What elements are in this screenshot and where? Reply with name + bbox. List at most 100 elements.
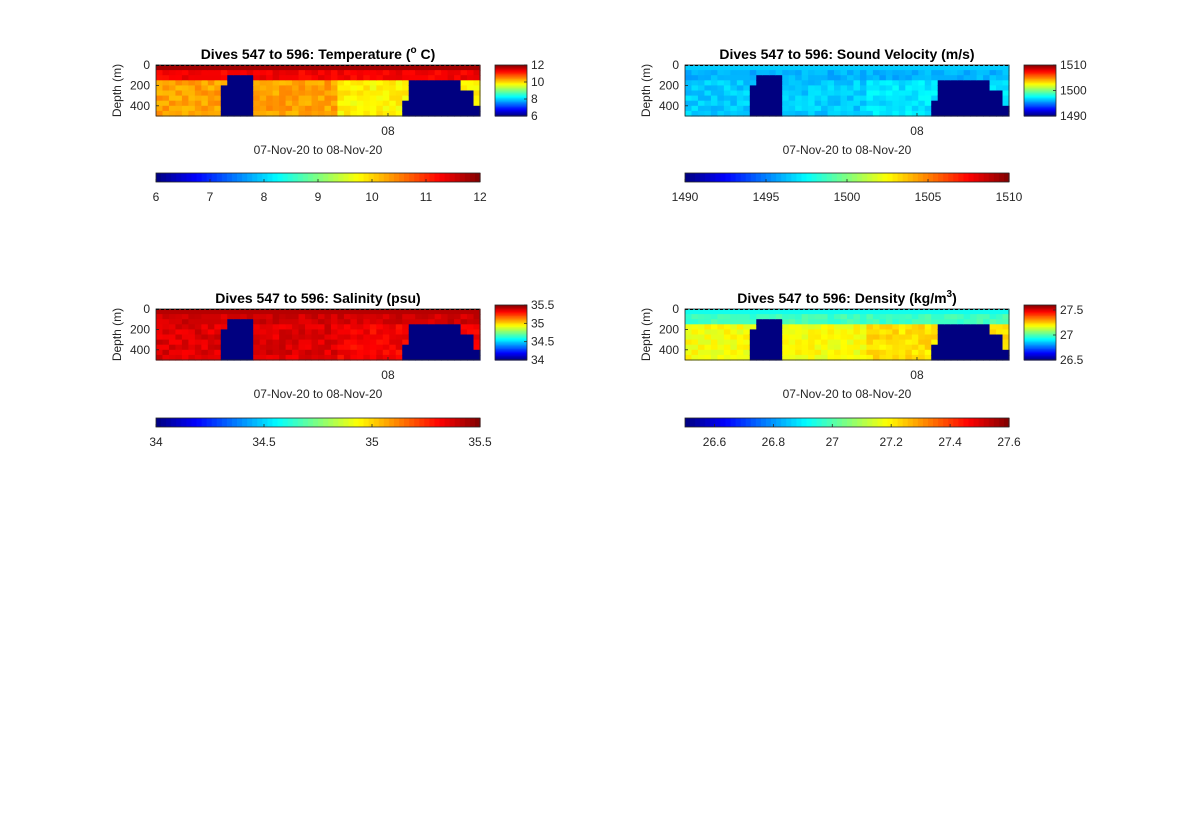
heatmap-cell <box>279 329 287 336</box>
heatmap-cell <box>814 324 822 330</box>
heatmap-cell <box>872 349 880 356</box>
heatmap-cell <box>227 100 235 107</box>
heatmap-cell <box>769 339 777 346</box>
heatmap-cell <box>989 75 997 81</box>
heatmap-cell <box>408 329 416 336</box>
heatmap-cell <box>350 110 358 117</box>
heatmap-cell <box>808 334 816 341</box>
heatmap-cell <box>356 80 364 86</box>
heatmap-cell <box>756 314 764 320</box>
heatmap-cell <box>318 349 326 356</box>
heatmap-cell <box>989 354 997 361</box>
heatmap-cell <box>311 314 319 320</box>
side-colorbar-segment <box>495 324 527 327</box>
heatmap-cell <box>428 334 436 341</box>
heatmap-cell <box>253 65 261 71</box>
heatmap-cell <box>175 349 183 356</box>
heatmap-cell <box>220 334 228 341</box>
heatmap-cell <box>356 85 364 92</box>
heatmap-cell <box>350 329 358 336</box>
heatmap-cell <box>441 75 449 81</box>
side-colorbar-segment <box>495 110 527 113</box>
heatmap-cell <box>769 344 777 351</box>
bottom-colorbar-segment <box>262 173 268 182</box>
bottom-colorbar-segment <box>993 173 1000 182</box>
heatmap-cell <box>175 344 183 351</box>
heatmap-cell <box>454 80 462 86</box>
heatmap-cell <box>356 95 364 102</box>
heatmap-cell <box>996 90 1004 97</box>
heatmap-cell <box>905 90 913 97</box>
side-colorbar-segment <box>1024 113 1056 116</box>
heatmap-cell <box>691 344 699 351</box>
heatmap-cell <box>743 354 751 361</box>
heatmap-cell <box>175 65 183 71</box>
heatmap-cell <box>944 85 952 92</box>
side-colorbar-segment <box>1024 311 1056 314</box>
side-colorbar-label: 27 <box>1060 328 1074 342</box>
heatmap-cell <box>963 339 971 346</box>
heatmap-cell <box>963 354 971 361</box>
heatmap-cell <box>402 100 410 107</box>
heatmap-cell <box>691 90 699 97</box>
heatmap-cell <box>762 339 770 346</box>
heatmap-cell <box>279 80 287 86</box>
heatmap-cell <box>685 70 693 76</box>
heatmap-cell <box>963 334 971 341</box>
heatmap-cell <box>311 80 319 86</box>
heatmap-cell <box>749 65 757 71</box>
heatmap-cell <box>214 65 222 71</box>
heatmap-cell <box>989 309 997 315</box>
heatmap-cell <box>872 354 880 361</box>
heatmap-cell <box>808 319 816 325</box>
heatmap-cell <box>402 80 410 86</box>
heatmap-cell <box>872 319 880 325</box>
bottom-colorbar-segment <box>710 173 716 182</box>
heatmap-cell <box>996 105 1004 112</box>
heatmap-cell <box>989 90 997 97</box>
heatmap-cell <box>847 344 855 351</box>
heatmap-cell <box>769 110 777 117</box>
heatmap-cell <box>233 90 241 97</box>
heatmap-cell <box>775 339 783 346</box>
heatmap-cell <box>259 110 267 117</box>
heatmap-cell <box>156 110 164 117</box>
heatmap-cell <box>214 354 222 361</box>
bottom-colorbar-segment <box>841 418 848 427</box>
heatmap-cell <box>847 349 855 356</box>
heatmap-cell <box>460 314 468 320</box>
heatmap-cell <box>879 319 887 325</box>
bottom-colorbar-segment <box>700 173 706 182</box>
side-colorbar-segment <box>495 333 527 336</box>
bottom-colorbar-segment <box>459 173 466 182</box>
heatmap-cell <box>788 90 796 97</box>
heatmap-cell <box>911 324 919 330</box>
heatmap-cell <box>769 354 777 361</box>
bottom-colorbar-segment <box>685 173 691 182</box>
heatmap-cell <box>931 90 939 97</box>
heatmap-cell <box>467 100 475 107</box>
side-colorbar-segment <box>1024 76 1056 79</box>
heatmap-cell <box>911 75 919 81</box>
heatmap-cell <box>1002 339 1010 346</box>
heatmap-cell <box>911 349 919 356</box>
bottom-colorbar-segment <box>948 418 954 427</box>
bottom-colorbar-segment <box>373 173 380 182</box>
heatmap-cell <box>814 329 822 336</box>
heatmap-cell <box>201 75 209 81</box>
heatmap-cell <box>382 349 390 356</box>
heatmap-cell <box>279 95 287 102</box>
heatmap-cell <box>736 90 744 97</box>
bottom-colorbar-segment <box>181 173 187 182</box>
heatmap-cell <box>905 80 913 86</box>
heatmap-cell <box>685 334 693 341</box>
heatmap-cell <box>957 110 965 117</box>
heatmap-cell <box>944 329 952 336</box>
heatmap-cell <box>937 70 945 76</box>
heatmap-cell <box>233 354 241 361</box>
heatmap-cell <box>434 319 442 325</box>
side-colorbar-segment <box>495 77 527 80</box>
heatmap-cell <box>408 354 416 361</box>
heatmap-cell <box>821 319 829 325</box>
heatmap-cell <box>415 80 423 86</box>
